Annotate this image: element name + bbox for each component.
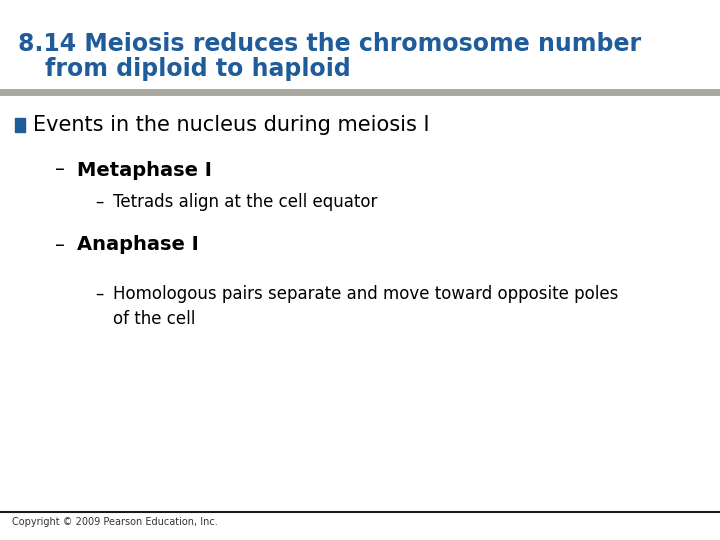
Text: Copyright © 2009 Pearson Education, Inc.: Copyright © 2009 Pearson Education, Inc. [12,517,217,527]
Text: Events in the nucleus during meiosis I: Events in the nucleus during meiosis I [33,115,430,135]
Text: –: – [55,160,65,179]
Text: Anaphase I: Anaphase I [77,235,199,254]
Text: Metaphase I: Metaphase I [77,160,212,179]
Text: Tetrads align at the cell equator: Tetrads align at the cell equator [113,193,377,211]
Text: –: – [55,235,65,254]
Bar [15,118,25,132]
Text: Homologous pairs separate and move toward opposite poles
of the cell: Homologous pairs separate and move towar… [113,285,618,328]
Text: from diploid to haploid: from diploid to haploid [45,57,351,81]
Text: –: – [95,193,104,211]
Text: –: – [95,285,104,303]
Text: 8.14 Meiosis reduces the chromosome number: 8.14 Meiosis reduces the chromosome numb… [18,32,641,56]
